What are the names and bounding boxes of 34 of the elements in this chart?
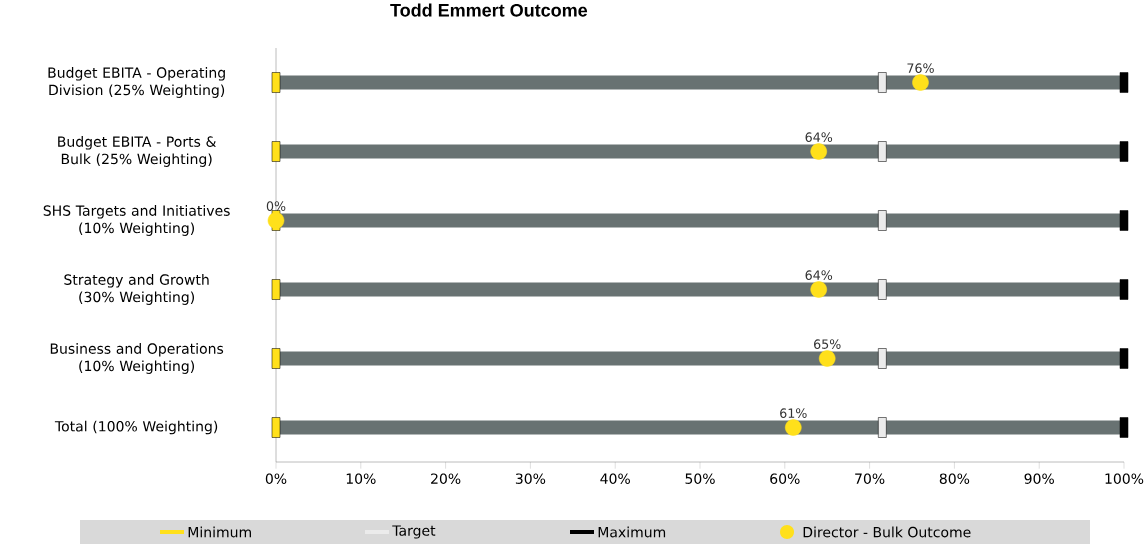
point [785,419,802,436]
point [818,350,836,367]
y-tick-label: Budget EBITA - Operating Division (25% Weighting) [48,67,225,98]
x-tick-label: 90% [1024,473,1054,484]
point [267,212,285,229]
x-tick-label: 60% [770,473,800,484]
legend-label: Minimum [188,526,251,538]
point [810,281,827,298]
y-tick-label: Total (100% Weighting) [54,420,218,435]
x-tick-label: 50% [685,473,715,484]
data-label: 0% [266,201,286,211]
y-tick-label: Business and Operations (10% Weighting) [50,343,224,374]
data-label: 64% [805,132,833,142]
x-tick-label: 10% [346,473,376,484]
x-tick-label: 80% [939,473,970,484]
legend-label: Maximum [598,526,666,538]
chart-title: Todd Emmert Outcome [390,3,588,17]
x-tick-label: 0% [265,473,287,484]
y-tick-label: Budget EBITA - Ports & Bulk (25% Weighting) [58,136,217,167]
point [912,74,929,91]
x-tick-label: 70% [855,473,885,484]
x-tick-label: 30% [515,473,546,484]
data-label: 76% [907,63,934,73]
legend-label: Target [392,525,436,539]
legend-label: Director - Bulk Outcome [803,526,971,538]
y-tick-label: Strategy and Growth (30% Weighting) [64,274,209,305]
y-tick-label: SHS Targets and Initiatives (10% Weighting) [43,205,230,236]
data-label: 61% [780,408,807,418]
data-label: 64% [805,270,833,280]
x-tick-label: 40% [600,473,630,484]
point [810,143,827,160]
data-label: 65% [814,339,841,349]
x-tick-label: 20% [431,473,461,484]
x-tick-label: 100% [1105,473,1144,484]
